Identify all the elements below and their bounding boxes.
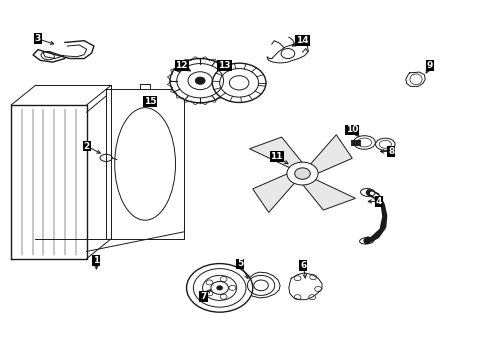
Text: 1: 1 [93, 256, 99, 265]
Circle shape [287, 162, 318, 185]
Circle shape [212, 63, 266, 103]
Text: 6: 6 [300, 261, 307, 270]
Text: 4: 4 [376, 197, 382, 206]
Circle shape [187, 264, 253, 312]
Text: 8: 8 [388, 147, 394, 156]
Text: 7: 7 [200, 292, 207, 301]
Ellipse shape [375, 138, 395, 150]
Text: 14: 14 [296, 36, 309, 45]
Text: 13: 13 [218, 61, 231, 70]
Text: 9: 9 [427, 61, 433, 70]
Text: 10: 10 [346, 126, 358, 135]
Text: 3: 3 [35, 35, 41, 44]
Polygon shape [249, 137, 302, 168]
Polygon shape [253, 174, 294, 212]
Polygon shape [311, 135, 352, 173]
Circle shape [294, 168, 310, 179]
Circle shape [196, 77, 205, 84]
Text: 5: 5 [237, 260, 243, 269]
Ellipse shape [353, 136, 375, 149]
Text: 11: 11 [270, 152, 283, 161]
Circle shape [217, 286, 222, 290]
Text: 12: 12 [175, 61, 188, 70]
Text: 2: 2 [83, 141, 90, 150]
Circle shape [170, 59, 230, 103]
Polygon shape [303, 180, 355, 210]
Text: 15: 15 [144, 97, 156, 106]
